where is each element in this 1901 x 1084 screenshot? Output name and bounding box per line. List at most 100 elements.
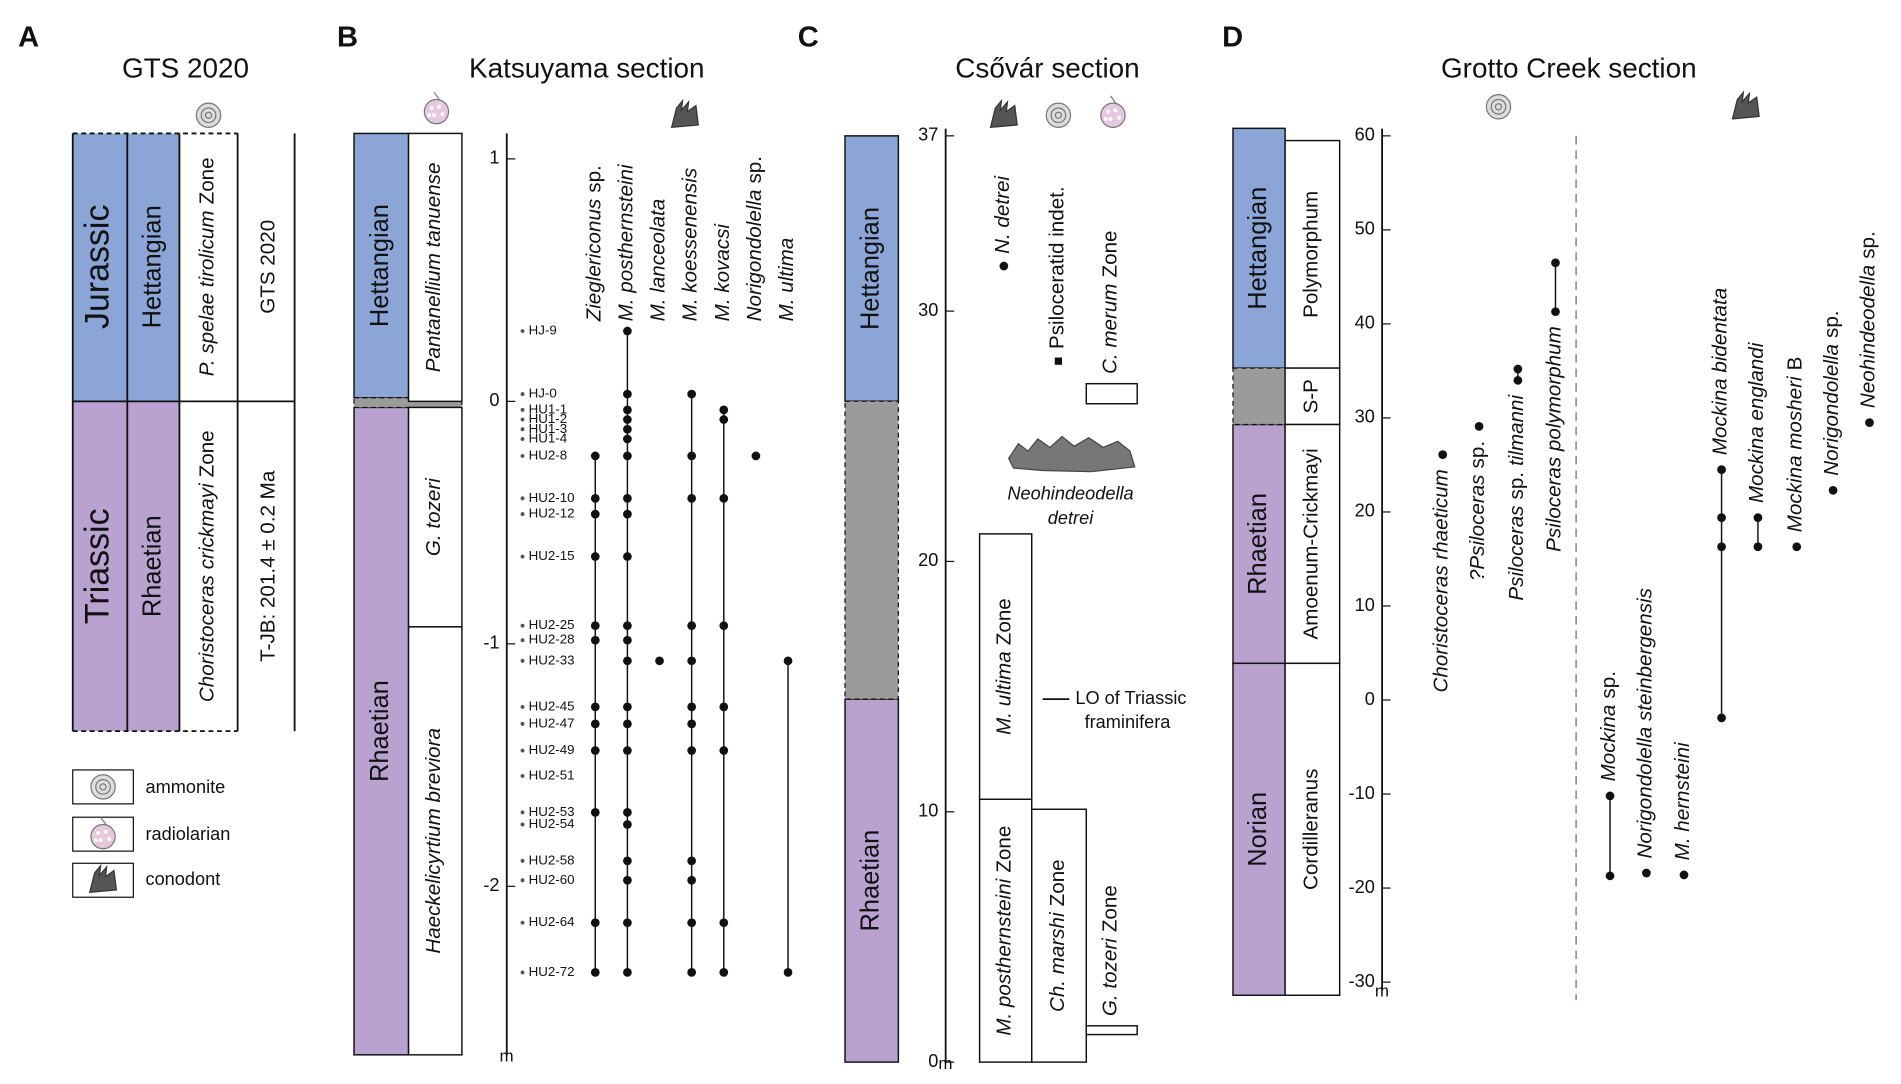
y-tick-label: 1 [489, 148, 499, 168]
label-part: Zone [1099, 885, 1122, 932]
taxon-label: Psiloceratid indet. [1046, 186, 1069, 349]
zone [1284, 139, 1341, 369]
unassigned-interval [844, 400, 899, 700]
occurrence [1513, 364, 1523, 374]
zone [407, 626, 463, 1056]
y-tick-label: -30 [1349, 971, 1375, 991]
taxon-label: N. detrei [991, 175, 1014, 254]
taxon-label: M. koessenensis [679, 168, 702, 322]
y-tick-label: 20 [1355, 501, 1375, 521]
label-part: Mockina mosheri [1784, 375, 1807, 532]
occurrence [590, 702, 600, 712]
occurrence [590, 621, 600, 631]
sample-label: HU2-53 [529, 804, 575, 819]
zone [1031, 808, 1088, 1063]
sample-label: HU1-4 [529, 430, 568, 445]
label-part: sp. [1597, 671, 1620, 698]
zone-label: Amoenum-Crickmayi [1300, 448, 1323, 639]
zone-label: Polymorphum [1300, 191, 1323, 318]
label-part: Choristoceras crickmayi [196, 482, 219, 702]
boundary-age: T-JB: 201.4 ± 0.2 Ma [257, 470, 280, 662]
sample-marker [520, 417, 525, 422]
legend-label: radiolarian [145, 824, 230, 844]
stage [844, 135, 900, 402]
label-part: M. ultima [775, 238, 798, 322]
occurrence [623, 509, 632, 519]
panel-title: GTS 2020 [122, 53, 249, 84]
occurrence [1605, 871, 1615, 881]
sample-marker [520, 638, 525, 643]
occurrence [623, 405, 632, 415]
label-part: Choristoceras rhaeticum [1430, 469, 1453, 692]
occurrence [783, 656, 793, 666]
legend-label: conodont [145, 869, 220, 889]
panel-icons [423, 91, 1760, 1001]
stage [353, 406, 410, 1056]
panel-title: Csővár section [955, 53, 1139, 84]
annotation: framinifera [1085, 712, 1172, 732]
label-part: sp. [1821, 310, 1844, 337]
label-part: M. lanceolata [647, 199, 670, 322]
sample-label: HU2-8 [529, 447, 568, 462]
occurrence [1792, 542, 1802, 552]
occurrence [687, 621, 697, 631]
occurrence [687, 389, 697, 399]
label-part: M. ultima [993, 651, 1016, 735]
sample-marker [520, 437, 525, 441]
legend: ammonite radiolarian conodont [72, 769, 230, 898]
label-part: Zone [196, 430, 219, 477]
sample-label: HU2-54 [529, 816, 576, 831]
stage-label: Norian [1244, 792, 1272, 867]
taxon-label: Mockina sp. [1597, 671, 1620, 781]
occurrence [590, 552, 600, 561]
zone-label: Haeckelicyrtium breviora [423, 728, 446, 954]
sample-label: HU2-28 [529, 632, 575, 647]
occurrence [623, 746, 632, 755]
occurrence [623, 424, 632, 434]
taxon-label: Mockina mosheri B [1784, 357, 1807, 533]
occurrence [590, 509, 600, 519]
sample-marker [520, 554, 525, 559]
sample-label: HU2-12 [529, 506, 575, 521]
zone-label: P. spelae tirolicum Zone [196, 157, 219, 376]
axis-unit: m [499, 1047, 513, 1066]
y-tick-label: 50 [1355, 219, 1375, 239]
label-part: G. tozeri [1099, 937, 1122, 1016]
label-part: Zieglericonus [583, 199, 606, 323]
occurrence [623, 635, 632, 645]
label-part: Mockina [1597, 705, 1620, 782]
sample-label: HU2-60 [529, 872, 575, 887]
occurrence [623, 656, 632, 666]
y-tick-label: 20 [918, 550, 938, 570]
taxon-label: Mockina englandi [1745, 341, 1768, 503]
occurrence [623, 621, 632, 631]
occurrence [719, 493, 729, 503]
system-label: Triassic [78, 508, 116, 624]
y-tick-label: 60 [1355, 125, 1375, 145]
image-caption: detrei [1048, 508, 1094, 528]
stage-label: Rhaetian [139, 515, 167, 617]
stage [1232, 662, 1286, 996]
occurrence [687, 702, 697, 712]
y-tick-label: 0 [928, 1051, 938, 1071]
taxon-label: Psiloceras sp. tilmanni [1505, 393, 1528, 600]
label-part: Psiloceratid indet. [1046, 186, 1069, 349]
occurrence [590, 719, 600, 729]
panel-title: Grotto Creek section [1441, 53, 1697, 84]
zone-label: M. ultima Zone [993, 598, 1016, 735]
taxon-label: Psiloceras polymorphum [1543, 326, 1566, 552]
taxon-label: M. kovacsi [711, 223, 734, 322]
occurrence [623, 968, 632, 977]
occurrence [1551, 258, 1560, 268]
label-part: M. hernsteini [1671, 741, 1694, 860]
label-part: Mockina bidentata [1709, 288, 1732, 455]
occurrence [590, 493, 600, 503]
occurrence [719, 968, 729, 977]
occurrence [623, 719, 632, 729]
zone-label: G. tozeri Zone [1099, 885, 1122, 1016]
occurrence [590, 746, 600, 755]
occurrence [687, 875, 697, 885]
stage [844, 698, 900, 1063]
zone [1284, 662, 1341, 996]
sample-marker [520, 748, 525, 753]
